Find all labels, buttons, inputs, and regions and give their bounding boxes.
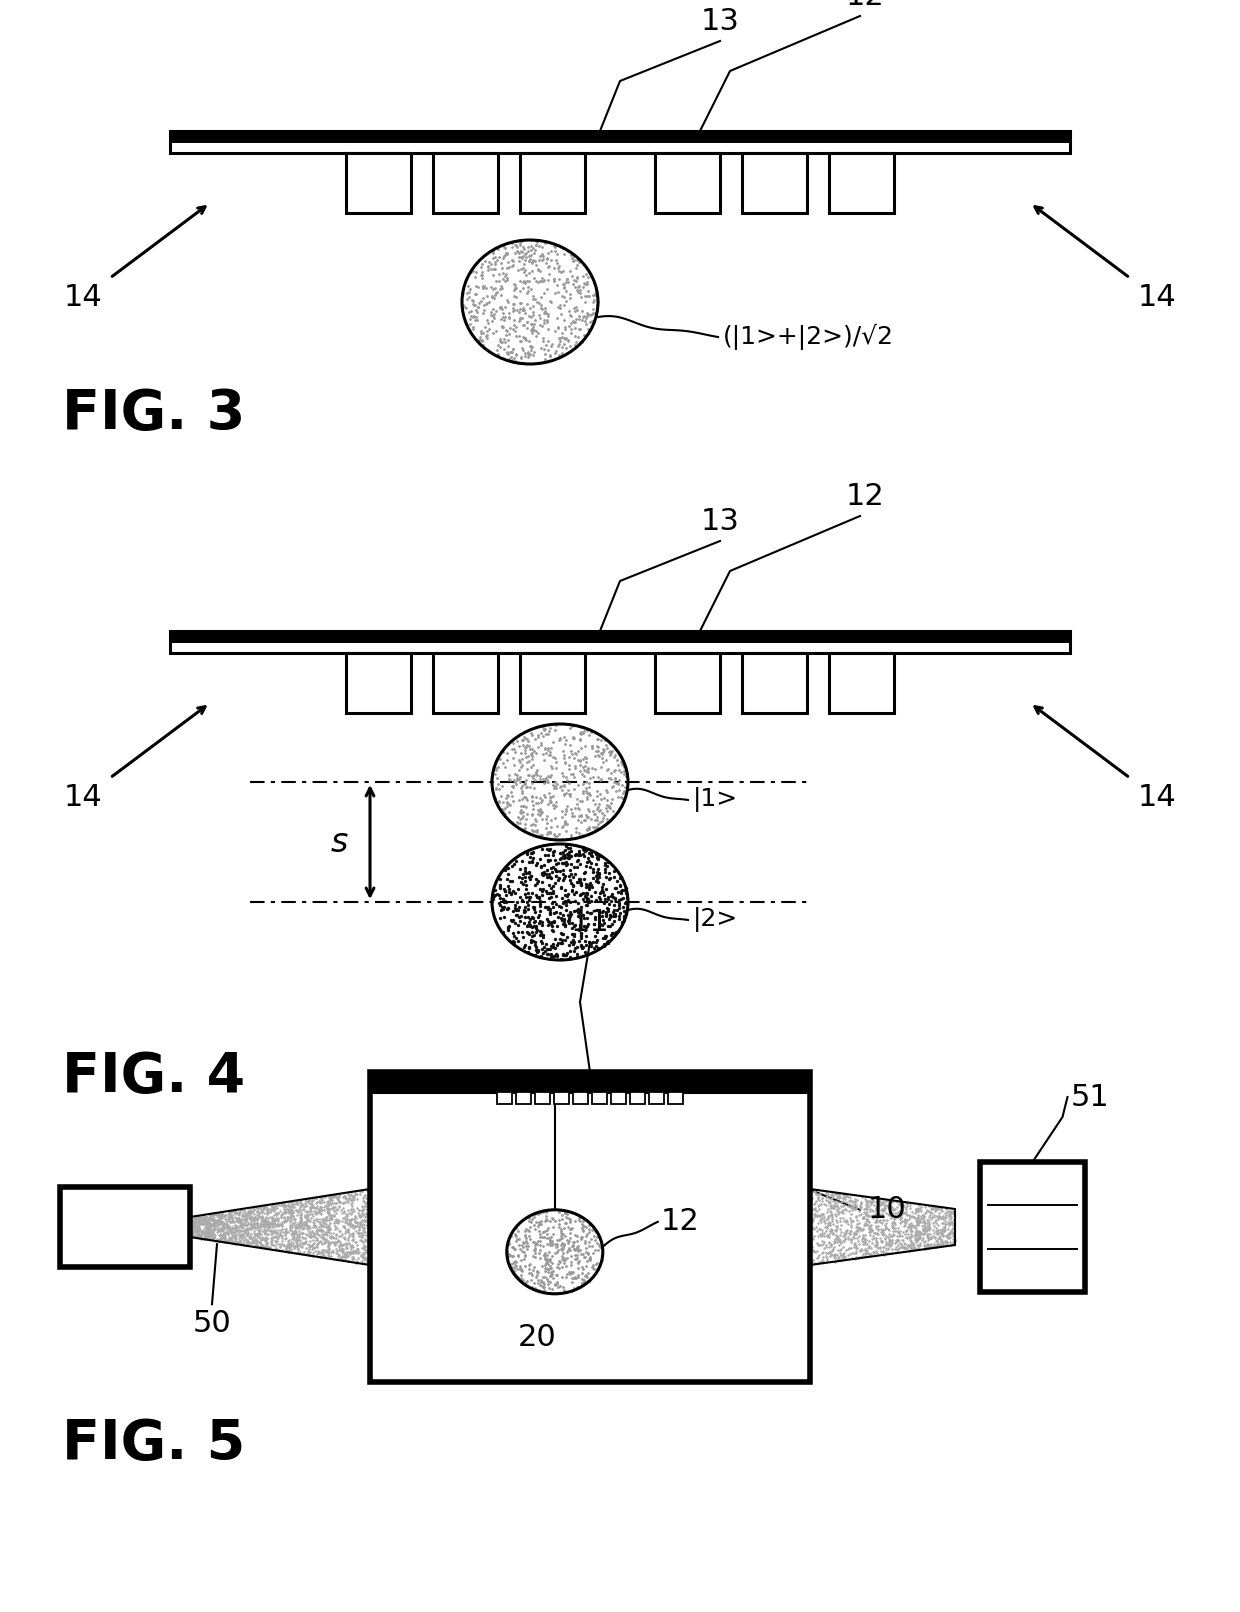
- Bar: [655, 653, 720, 713]
- Bar: [630, 1091, 645, 1104]
- Text: 12: 12: [846, 482, 884, 511]
- Text: s: s: [331, 825, 348, 859]
- Bar: [346, 153, 410, 213]
- Bar: [611, 1091, 626, 1104]
- Bar: [370, 1072, 810, 1381]
- Bar: [573, 1091, 588, 1104]
- Bar: [170, 131, 1070, 143]
- Bar: [170, 630, 1070, 653]
- Text: 14: 14: [1138, 783, 1177, 812]
- Bar: [170, 630, 1070, 643]
- Bar: [554, 1091, 569, 1104]
- Bar: [534, 1091, 551, 1104]
- Bar: [830, 653, 894, 713]
- Bar: [60, 1186, 190, 1267]
- Text: |1>: |1>: [693, 788, 738, 812]
- Text: |2>: |2>: [693, 908, 738, 932]
- Bar: [649, 1091, 663, 1104]
- Text: 13: 13: [701, 508, 739, 537]
- Bar: [668, 1091, 683, 1104]
- Text: 14: 14: [63, 783, 102, 812]
- Text: 51: 51: [1070, 1083, 1110, 1112]
- Bar: [516, 1091, 531, 1104]
- Bar: [655, 153, 720, 213]
- Text: 14: 14: [63, 284, 102, 313]
- Text: 11: 11: [570, 908, 609, 937]
- Bar: [742, 653, 807, 713]
- Text: 12: 12: [661, 1207, 699, 1236]
- Text: 14: 14: [1138, 284, 1177, 313]
- Text: 50: 50: [192, 1309, 232, 1338]
- Bar: [433, 153, 498, 213]
- Bar: [433, 653, 498, 713]
- Bar: [980, 1162, 1085, 1291]
- Bar: [520, 653, 585, 713]
- Bar: [830, 153, 894, 213]
- Text: 13: 13: [701, 6, 739, 35]
- Text: FIG. 5: FIG. 5: [62, 1417, 246, 1472]
- Bar: [742, 153, 807, 213]
- Text: FIG. 3: FIG. 3: [62, 387, 246, 442]
- Text: 10: 10: [868, 1196, 906, 1224]
- Text: (|1>+|2>)/√2: (|1>+|2>)/√2: [723, 324, 894, 350]
- Bar: [170, 131, 1070, 153]
- Text: FIG. 4: FIG. 4: [62, 1049, 246, 1104]
- Bar: [497, 1091, 512, 1104]
- Text: 20: 20: [518, 1322, 557, 1351]
- Bar: [591, 1091, 608, 1104]
- Bar: [520, 153, 585, 213]
- Text: 12: 12: [846, 0, 884, 11]
- Bar: [346, 653, 410, 713]
- Bar: [370, 1074, 810, 1091]
